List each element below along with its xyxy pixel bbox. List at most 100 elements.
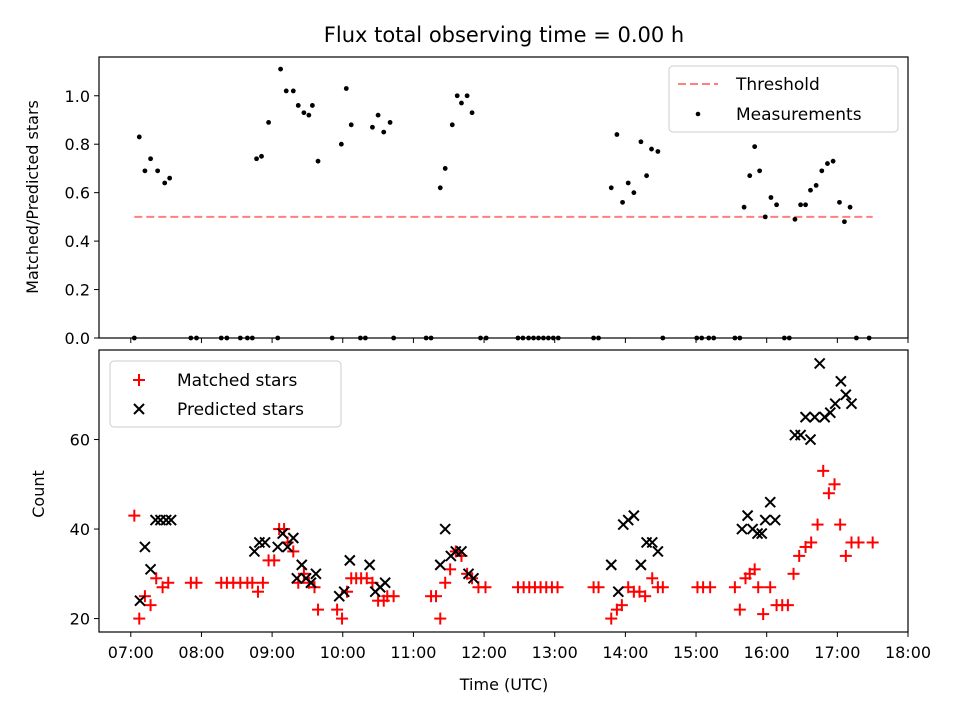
measurement-point: [254, 156, 259, 162]
predicted-star-point: [813, 357, 826, 370]
legend-predicted-swatch: [133, 403, 145, 415]
bottom-y-tick-label: 40: [70, 520, 90, 539]
measurement-point: [162, 180, 168, 186]
measurement-point: [266, 120, 271, 125]
predicted-star-point: [751, 527, 764, 540]
x-tick-label: 14:00: [602, 643, 648, 662]
matched-star-point: [150, 572, 163, 585]
measurement-point: [741, 204, 747, 210]
matched-star-point: [852, 536, 865, 549]
measurement-point: [614, 132, 620, 137]
measurement-point: [464, 93, 470, 99]
legend-matched-swatch: [133, 374, 145, 386]
top-y-ticks: 0.0 0.2 0.4 0.6 0.8 1.0: [65, 87, 99, 348]
bottom-axes-frame: [98, 349, 909, 633]
matched-star-point: [748, 563, 761, 576]
measurement-point: [142, 168, 148, 174]
top-y-tick-label: 1.0: [65, 87, 90, 106]
bottom-x-ticks: 07:00 08:00 09:00 10:00 11:00 12:00 13:00 14:00…: [108, 632, 931, 662]
measurement-point: [295, 103, 301, 108]
measurement-point: [375, 112, 381, 118]
matched-star-point: [128, 509, 141, 522]
measurement-point: [768, 195, 774, 200]
matched-star-point: [387, 590, 400, 603]
measurement-point: [370, 124, 375, 130]
measurement-point: [837, 199, 842, 205]
top-y-tick-label: 0.8: [65, 135, 90, 154]
x-tick-label: 11:00: [390, 643, 436, 662]
measurement-point: [638, 139, 644, 145]
matched-star-point: [781, 599, 794, 612]
measurement-point: [757, 168, 763, 174]
measurement-point: [813, 182, 819, 188]
measurement-point: [825, 161, 830, 166]
top-y-axis-label: Matched/Predicted stars: [23, 100, 42, 294]
legend-matched-label: Matched stars: [177, 371, 297, 391]
matched-star-point: [133, 612, 146, 625]
top-y-tick-label: 0.0: [65, 329, 90, 348]
x-tick-label: 18:00: [885, 643, 931, 662]
bottom-y-tick-label: 20: [70, 610, 90, 629]
matched-star-point: [331, 603, 344, 616]
top-y-tick-label: 0.6: [65, 184, 90, 203]
measurement-point: [803, 202, 808, 208]
predicted-star-point: [455, 545, 468, 558]
top-y-tick-label: 0.4: [65, 232, 90, 251]
measurement-point: [148, 156, 153, 162]
measurement-point: [469, 110, 475, 116]
matched-star-point: [811, 518, 824, 531]
predicted-star-point: [736, 523, 748, 535]
measurement-point: [762, 214, 768, 220]
matched-star-point: [144, 599, 157, 612]
bottom-y-ticks: 20 40 60: [70, 431, 99, 629]
predicted-star-point: [344, 554, 356, 567]
matched-star-point: [434, 612, 447, 625]
legend-threshold-label: Threshold: [735, 75, 820, 95]
predicted-star-point: [756, 527, 768, 540]
predicted-star-point: [467, 572, 480, 584]
top-y-tick-label: 0.2: [65, 281, 90, 300]
measurement-point: [155, 168, 161, 174]
matched-star-point: [704, 581, 717, 594]
matched-star-point: [839, 549, 852, 562]
x-tick-label: 12:00: [461, 643, 507, 662]
measurement-point: [278, 66, 283, 72]
predicted-star-point: [248, 545, 261, 558]
predicted-star-point: [835, 375, 847, 388]
x-tick-label: 09:00: [249, 643, 295, 662]
predicted-star-point: [799, 411, 812, 423]
measurement-point: [631, 190, 637, 196]
bottom-y-tick-label: 60: [70, 431, 90, 450]
matched-star-point: [822, 487, 835, 500]
legend-measurements-swatch: [695, 111, 701, 117]
predicted-star-point: [310, 568, 322, 580]
measurement-point: [136, 134, 142, 140]
x-tick-label: 07:00: [108, 643, 154, 662]
measurement-point: [655, 149, 661, 154]
predicted-star-point: [764, 496, 776, 508]
top-legend: Threshold Measurements: [668, 65, 899, 133]
measurement-point: [752, 144, 758, 150]
top-plot-area: [131, 66, 873, 341]
matched-star-point: [592, 581, 605, 594]
x-tick-label: 13:00: [532, 643, 578, 662]
matched-star-point: [646, 572, 659, 585]
predicted-star-point: [434, 559, 446, 571]
matched-star-point: [551, 581, 564, 594]
measurement-point: [449, 122, 455, 128]
measurement-point: [315, 158, 321, 164]
x-tick-label: 16:00: [744, 643, 790, 662]
matched-star-point: [828, 478, 841, 491]
predicted-star-point: [628, 509, 640, 522]
x-axis-label: Time (UTC): [459, 675, 548, 694]
measurement-point: [608, 185, 614, 191]
measurement-point: [847, 204, 853, 210]
measurement-point: [348, 122, 354, 128]
bottom-plot-area: [128, 357, 879, 625]
predicted-star-point: [635, 559, 647, 571]
matched-star-point: [817, 464, 830, 477]
matched-star-point: [336, 612, 349, 625]
measurement-point: [283, 88, 289, 94]
matched-star-point: [787, 567, 800, 580]
predicted-star-point: [160, 514, 172, 526]
